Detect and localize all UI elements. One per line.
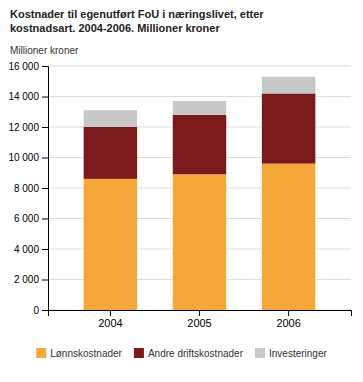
bar — [84, 179, 137, 310]
legend-item: Lønnskostnader — [36, 348, 122, 359]
y-tick-mark — [42, 127, 48, 128]
y-tick-mark — [42, 219, 48, 220]
bar — [84, 110, 137, 127]
x-tick-mark — [199, 310, 200, 316]
bar — [262, 93, 315, 163]
y-tick-mark — [42, 310, 48, 311]
y-tick-mark — [42, 249, 48, 250]
legend-swatch — [255, 348, 265, 358]
series — [84, 77, 316, 127]
bar — [262, 77, 315, 94]
y-axis-line — [42, 67, 49, 311]
bar — [173, 115, 226, 174]
y-tick-label: 2 000 — [14, 274, 39, 285]
x-axis-line — [49, 311, 352, 317]
y-tick-mark — [42, 97, 48, 98]
legend: Lønnskostnader Andre driftskostnader Inves… — [36, 348, 327, 359]
legend-label: Andre driftskostnader — [148, 348, 244, 359]
y-tick-mark — [42, 280, 48, 281]
x-tick: 2006 — [276, 310, 300, 329]
y-tick-label: 0 — [33, 305, 39, 316]
plot: 0 2 000 4 000 6 000 8 000 10 000 12 000 14 000 1… — [8, 61, 351, 329]
y-tick: 14 000 — [8, 91, 48, 102]
title-line: Kostnader til egenutført FoU i næringsli… — [10, 8, 264, 20]
legend-label: Lønnskostnader — [50, 348, 122, 359]
y-axis-label: Millioner kroner — [10, 45, 79, 56]
y-tick-label: 8 000 — [14, 183, 39, 194]
y-tick: 4 000 — [14, 244, 48, 255]
bar — [262, 164, 315, 310]
grid-line — [48, 66, 351, 67]
legend-swatch — [134, 348, 144, 358]
y-tick: 2 000 — [14, 274, 48, 285]
y-tick-label: 6 000 — [14, 213, 39, 224]
y-tick-label: 10 000 — [8, 152, 39, 163]
title: Kostnader til egenutført FoU i næringsli… — [10, 8, 264, 34]
x-tick-mark — [110, 310, 111, 316]
x-tick-label: 2006 — [276, 317, 300, 329]
x-tick-label: 2005 — [187, 317, 211, 329]
y-tick-label: 16 000 — [8, 61, 39, 72]
y-tick: 6 000 — [14, 213, 48, 224]
series — [84, 164, 316, 310]
y-tick: 16 000 — [8, 61, 48, 72]
chart: Kostnader til egenutført FoU i næringsli… — [0, 0, 363, 382]
y-tick: 10 000 — [8, 152, 48, 163]
x-axis: 2004 2005 2006 — [49, 310, 352, 329]
x-tick: 2004 — [98, 310, 122, 329]
y-tick-mark — [42, 188, 48, 189]
y-tick-label: 12 000 — [8, 122, 39, 133]
bar — [173, 101, 226, 115]
bar — [84, 127, 137, 179]
y-tick-label: 4 000 — [14, 244, 39, 255]
title-line: kostnadsart. 2004-2006. Millioner kroner — [10, 22, 220, 34]
bars — [84, 77, 316, 310]
y-tick: 12 000 — [8, 122, 48, 133]
y-tick-label: 14 000 — [8, 91, 39, 102]
x-tick: 2005 — [187, 310, 211, 329]
y-axis: 0 2 000 4 000 6 000 8 000 10 000 12 000 14 000 1… — [8, 61, 48, 316]
y-tick-mark — [42, 66, 48, 67]
y-tick-mark — [42, 158, 48, 159]
y-tick: 0 — [33, 305, 48, 316]
bar — [173, 174, 226, 310]
grid — [48, 66, 351, 310]
y-tick: 8 000 — [14, 183, 48, 194]
series — [84, 93, 316, 178]
legend-label: Investeringer — [269, 348, 327, 359]
x-tick-mark — [288, 310, 289, 316]
x-tick-label: 2004 — [98, 317, 122, 329]
legend-item: Andre driftskostnader — [134, 348, 244, 359]
legend-item: Investeringer — [255, 348, 327, 359]
legend-swatch — [36, 348, 46, 358]
